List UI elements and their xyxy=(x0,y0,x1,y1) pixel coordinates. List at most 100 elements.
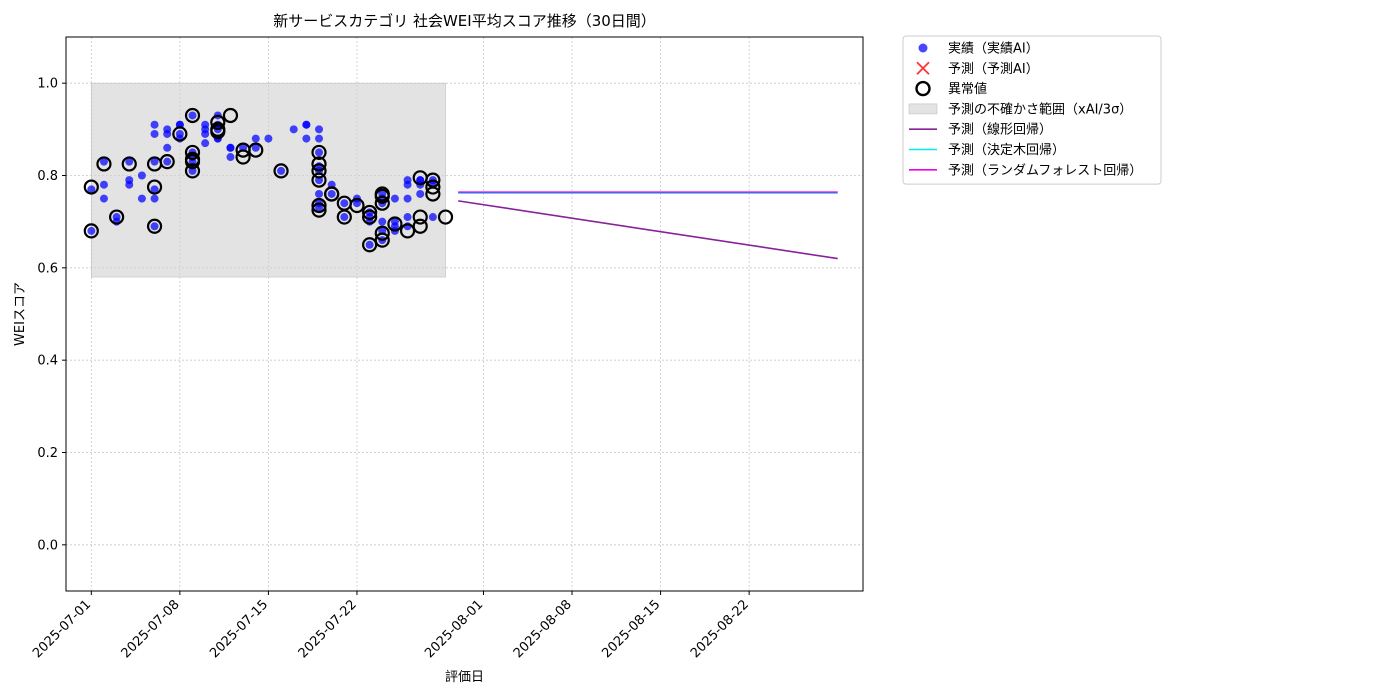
actual-point xyxy=(428,213,437,222)
y-tick-label: 0.8 xyxy=(37,169,58,184)
actual-point xyxy=(226,153,235,162)
outlier-marker xyxy=(387,216,403,232)
actual-point xyxy=(365,240,374,249)
outlier-marker xyxy=(336,209,352,225)
actual-point xyxy=(201,120,210,129)
outlier-rings-layer xyxy=(83,107,454,253)
actual-point xyxy=(302,134,311,143)
y-axis-ticks: 0.0 0.2 0.4 0.6 0.8 1.0 xyxy=(37,77,66,553)
legend-outlier-marker xyxy=(915,80,931,97)
outlier-marker xyxy=(374,232,390,248)
x-axis-title: 評価日 xyxy=(445,670,484,685)
actual-point xyxy=(99,157,108,166)
legend-band-swatch xyxy=(908,103,938,115)
prediction-line xyxy=(458,200,838,260)
outlier-marker xyxy=(425,179,441,195)
y-tick-label: 0.0 xyxy=(37,538,58,553)
plot-area-frame xyxy=(65,36,864,592)
actual-point xyxy=(163,157,172,166)
outlier-marker xyxy=(248,142,264,158)
outlier-marker xyxy=(184,107,201,124)
x-tick-label: 2025-08-01 xyxy=(422,597,486,661)
uncertainty-band-layer xyxy=(91,82,446,278)
outlier-marker xyxy=(235,149,251,165)
chart-title: 新サービスカテゴリ 社会WEI平均スコア推移（30日間） xyxy=(273,12,656,30)
outlier-marker xyxy=(96,156,112,172)
actual-point xyxy=(302,120,311,129)
x-tick-label: 2025-07-15 xyxy=(207,597,271,661)
y-tick-label: 0.4 xyxy=(37,354,58,369)
uncertainty-band xyxy=(91,82,446,278)
legend-box xyxy=(902,35,1162,185)
actual-point xyxy=(251,143,260,152)
outlier-marker xyxy=(311,197,327,214)
outlier-marker xyxy=(273,163,289,179)
outlier-marker xyxy=(362,237,378,253)
actual-point xyxy=(403,213,412,222)
x-tick-label: 2025-07-01 xyxy=(30,597,94,661)
outlier-marker xyxy=(83,179,99,195)
y-axis-title: WEIスコア xyxy=(13,282,28,346)
legend-label: 予測（予測AI） xyxy=(948,62,1039,77)
outlier-marker xyxy=(311,144,327,161)
outlier-marker xyxy=(172,126,188,142)
actual-point xyxy=(289,125,298,134)
actual-point xyxy=(150,120,159,129)
outlier-marker xyxy=(184,163,201,179)
actual-point xyxy=(340,213,349,222)
actual-point xyxy=(99,194,108,203)
actual-point xyxy=(403,194,412,203)
x-axis-ticks: 2025-07-01 2025-07-08 2025-07-15 2025-07-22… xyxy=(30,591,752,661)
y-tick-label: 1.0 xyxy=(37,77,58,92)
actual-point xyxy=(315,203,324,212)
actual-point xyxy=(390,217,399,226)
outlier-marker xyxy=(374,225,390,241)
actual-point xyxy=(188,111,197,120)
y-tick-label: 0.6 xyxy=(37,261,58,276)
outlier-marker xyxy=(184,154,201,170)
outlier-marker xyxy=(425,186,441,202)
outlier-marker xyxy=(311,156,327,172)
actual-point xyxy=(315,134,324,143)
actual-point xyxy=(99,180,108,189)
outlier-marker xyxy=(412,209,428,225)
actual-point xyxy=(163,143,172,152)
actual-point xyxy=(150,222,159,231)
actual-point xyxy=(150,157,159,166)
actual-point xyxy=(226,143,235,152)
outlier-marker xyxy=(159,154,175,170)
actual-point xyxy=(137,171,146,180)
outlier-marker xyxy=(109,209,125,225)
x-tick-label: 2025-08-08 xyxy=(511,597,575,661)
actual-point xyxy=(390,194,399,203)
x-tick-label: 2025-08-22 xyxy=(688,597,752,661)
outlier-marker xyxy=(374,195,390,211)
legend-label: 異常値 xyxy=(948,81,987,97)
outlier-marker xyxy=(399,223,416,239)
legend-label: 予測（決定木回帰） xyxy=(948,142,1065,158)
legend-label: 実績（実績AI） xyxy=(948,41,1039,57)
actual-point xyxy=(340,199,349,208)
actual-point xyxy=(163,129,172,138)
legend-label: 予測（ランダムフォレスト回帰） xyxy=(948,162,1142,178)
outlier-marker xyxy=(210,114,226,131)
actual-point xyxy=(125,176,134,185)
outlier-marker xyxy=(210,121,226,137)
outlier-marker xyxy=(362,209,378,225)
legend-label: 予測の不確かさ範囲（xAI/3σ） xyxy=(948,101,1132,117)
outlier-marker xyxy=(362,204,378,221)
actual-point xyxy=(251,134,260,143)
outlier-marker xyxy=(437,209,454,225)
x-tick-label: 2025-08-15 xyxy=(599,597,663,661)
actual-point xyxy=(315,189,324,198)
actual-point xyxy=(125,157,134,166)
actual-point xyxy=(87,185,96,194)
y-tick-label: 0.2 xyxy=(37,446,58,461)
outlier-marker xyxy=(374,188,390,204)
actual-point xyxy=(201,139,210,148)
outlier-marker xyxy=(121,156,137,172)
legend-predicted-marker xyxy=(916,61,930,75)
actual-point xyxy=(150,194,159,203)
